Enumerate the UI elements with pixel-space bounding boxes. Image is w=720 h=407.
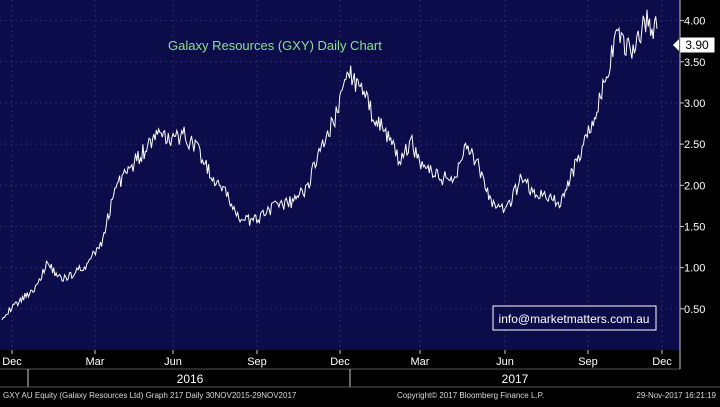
y-tick-label: 3.00 (684, 98, 705, 110)
y-tick-label: 4.00 (684, 16, 705, 28)
last-value-label: 3.90 (685, 38, 709, 52)
y-tick-label: 3.50 (684, 57, 705, 69)
year-label: 2016 (177, 372, 204, 386)
y-tick-label: 1.50 (684, 221, 705, 233)
y-axis: 0.50 1.00 1.50 2.00 2.50 3.00 3.50 4.00 (679, 0, 705, 369)
grid-lines (0, 0, 680, 350)
y-tick-label: 2.50 (684, 139, 705, 151)
x-tick-label: Dec (652, 356, 672, 368)
x-tick-label: Sep (247, 356, 267, 368)
footer-right: 29-Nov-2017 16:21:19 (636, 391, 716, 400)
footer-left: GXY AU Equity (Galaxy Resources Ltd) Gra… (3, 391, 297, 400)
x-tick-label: Mar (411, 356, 430, 368)
footer-center: Copyright© 2017 Bloomberg Finance L.P. (397, 391, 544, 400)
price-series (1, 9, 658, 321)
last-value-pointer (673, 39, 679, 51)
watermark-box (492, 305, 657, 331)
y-tick-label: 0.50 (684, 304, 705, 316)
x-tick-label: Sep (578, 356, 598, 368)
x-axis: Dec Mar Jun Sep Dec Mar Jun Sep Dec 2016 2017 (2, 350, 672, 387)
price-line (1, 9, 658, 321)
y-tick-label: 2.00 (684, 180, 705, 192)
x-tick-label: Dec (330, 356, 350, 368)
chart-title: Galaxy Resources (GXY) Daily Chart (168, 38, 382, 53)
watermark-text: info@marketmatters.com.au (499, 312, 650, 326)
x-tick-label: Jun (496, 356, 514, 368)
x-tick-label: Mar (86, 356, 105, 368)
x-tick-label: Jun (164, 356, 182, 368)
year-label: 2017 (502, 372, 529, 386)
x-tick-label: Dec (2, 356, 22, 368)
y-tick-label: 1.00 (684, 263, 705, 275)
